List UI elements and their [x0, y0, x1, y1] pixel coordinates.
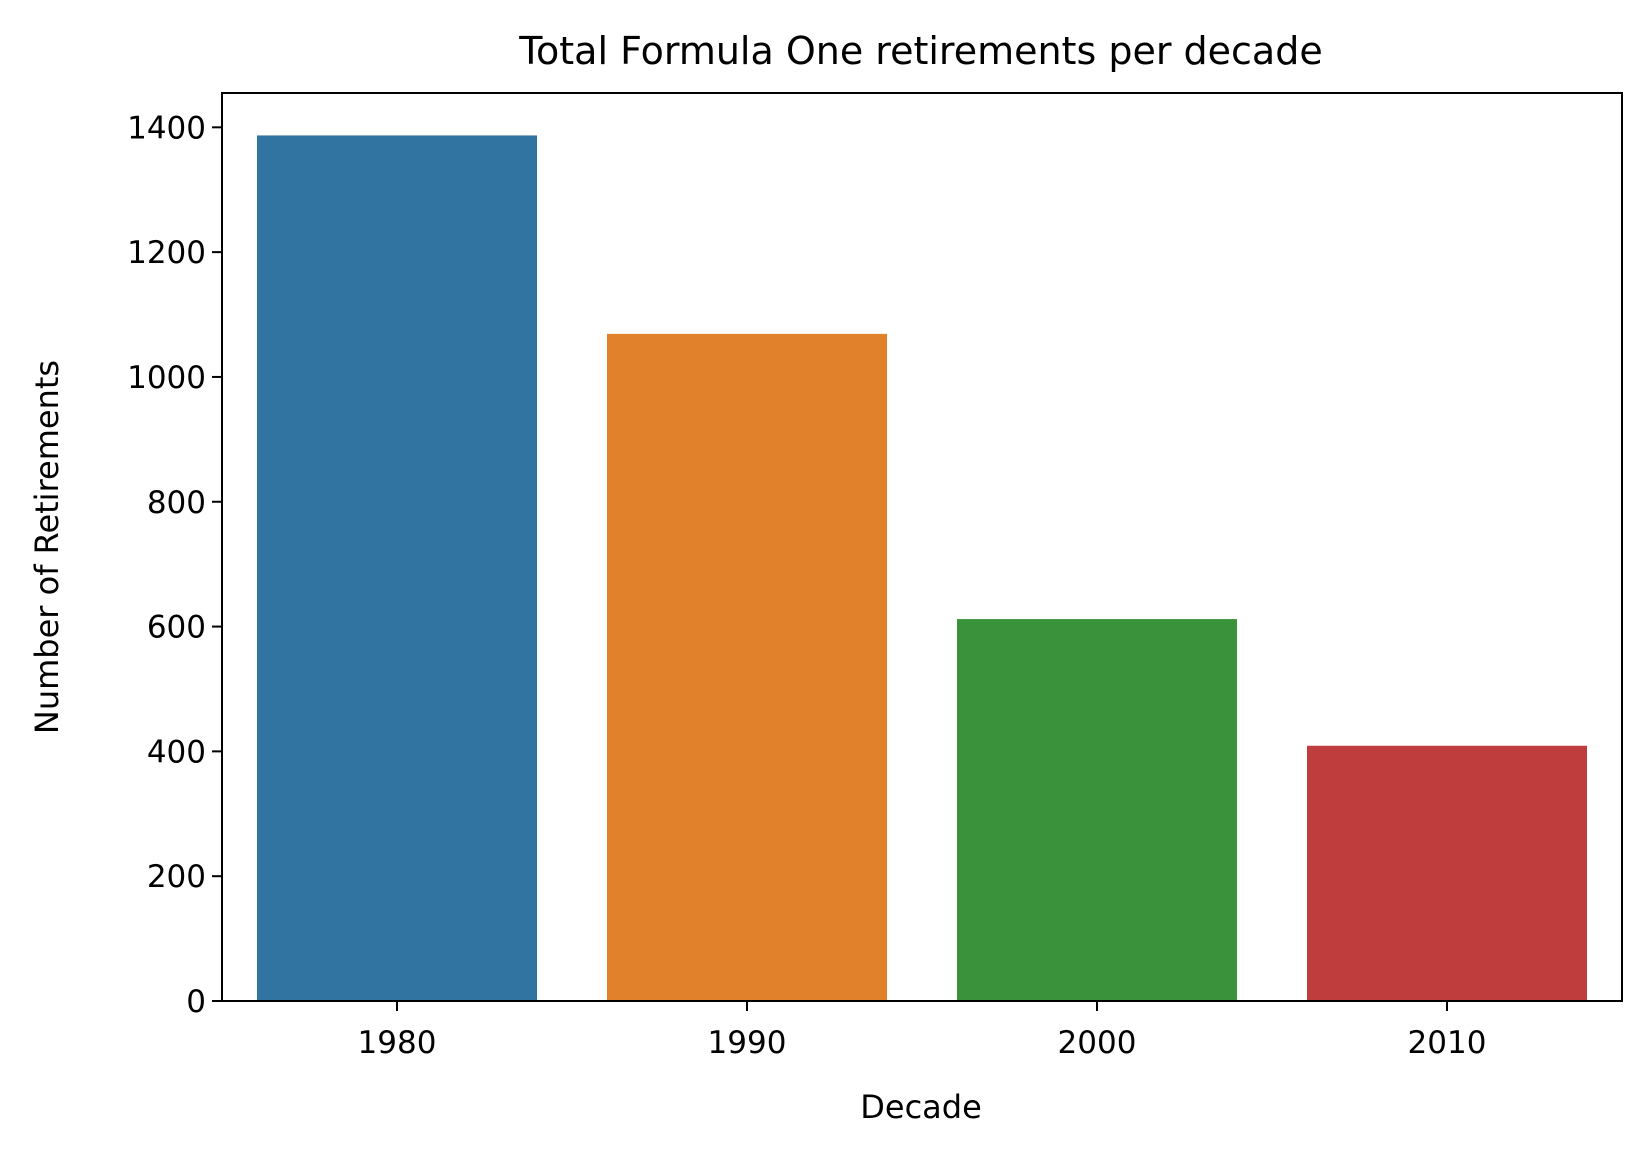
y-tick-label: 400 — [147, 734, 206, 770]
bar-2000 — [957, 619, 1237, 1001]
x-tick-label: 2000 — [1058, 1025, 1137, 1061]
bar-1990 — [607, 334, 887, 1001]
y-tick-label: 0 — [186, 984, 206, 1020]
y-axis: 0 200 400 600 800 1000 1200 1400 — [127, 110, 222, 1020]
bars-group — [257, 135, 1587, 1001]
x-tick-label: 1990 — [708, 1025, 787, 1061]
y-axis-label: Number of Retirements — [28, 360, 66, 734]
y-tick-label: 600 — [147, 610, 206, 646]
y-tick-label: 1400 — [127, 110, 206, 146]
x-tick-label: 2010 — [1408, 1025, 1487, 1061]
bar-1980 — [257, 135, 537, 1001]
x-axis-label: Decade — [860, 1088, 982, 1126]
y-tick-label: 800 — [147, 485, 206, 521]
x-axis: 1980 1990 2000 2010 — [358, 1001, 1487, 1061]
bar-2010 — [1307, 746, 1587, 1001]
y-tick-label: 1200 — [127, 235, 206, 271]
x-tick-label: 1980 — [358, 1025, 437, 1061]
y-tick-label: 200 — [147, 859, 206, 895]
y-tick-label: 1000 — [127, 360, 206, 396]
chart-title: Total Formula One retirements per decade — [518, 29, 1322, 73]
